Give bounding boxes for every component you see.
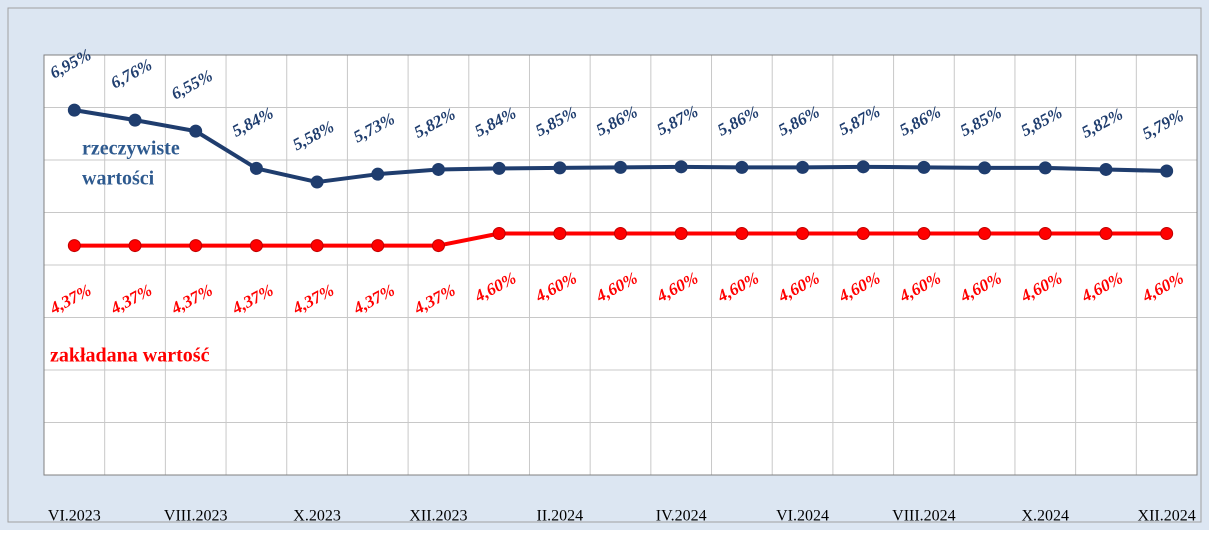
x-tick-label: VIII.2024 <box>892 508 956 525</box>
plot-border <box>43 54 1198 476</box>
data-point <box>674 227 688 240</box>
x-tick-label: VIII.2023 <box>164 508 228 525</box>
data-point <box>431 239 445 253</box>
data-point <box>492 227 506 240</box>
annotation: rzeczywiste <box>82 138 180 160</box>
data-point <box>1038 161 1052 175</box>
x-tick-label: X.2024 <box>1022 508 1070 525</box>
data-point <box>128 113 142 127</box>
data-point <box>614 160 627 174</box>
x-tick-label: IV.2024 <box>656 508 707 525</box>
data-point <box>128 239 142 253</box>
data-point <box>249 239 263 253</box>
data-point <box>67 239 81 253</box>
data-point <box>856 160 870 174</box>
x-tick-label: II.2024 <box>536 508 583 525</box>
x-tick-label: VI.2023 <box>48 508 101 525</box>
data-point <box>431 162 445 176</box>
x-tick-label: X.2023 <box>293 508 341 525</box>
data-point <box>189 124 203 138</box>
x-tick-label: XII.2024 <box>1138 508 1196 525</box>
data-point <box>249 161 263 175</box>
x-tick-label: XII.2023 <box>409 508 467 525</box>
data-point <box>978 161 992 175</box>
data-point <box>1038 227 1052 240</box>
data-point <box>67 103 81 117</box>
data-point <box>614 227 627 240</box>
data-point <box>553 227 567 240</box>
data-point <box>1099 227 1113 240</box>
data-point <box>735 160 749 174</box>
data-point <box>674 160 688 174</box>
data-point <box>978 227 992 240</box>
data-point <box>796 227 810 240</box>
data-point <box>310 239 324 253</box>
annotation: wartości <box>82 168 155 190</box>
data-point <box>735 227 749 240</box>
data-point <box>553 161 567 175</box>
data-point <box>917 160 931 174</box>
data-point <box>371 167 385 181</box>
data-point <box>189 239 203 253</box>
x-tick-label: VI.2024 <box>776 508 829 525</box>
frame <box>7 7 1202 523</box>
data-point <box>1099 162 1113 176</box>
annotation: zakładana wartość <box>50 345 210 367</box>
data-point <box>1160 227 1174 240</box>
data-point <box>917 227 931 240</box>
data-point <box>1160 164 1174 178</box>
data-point <box>310 175 324 189</box>
data-point <box>796 160 810 174</box>
data-point <box>492 161 506 175</box>
data-point <box>856 227 870 240</box>
data-point <box>371 239 385 253</box>
